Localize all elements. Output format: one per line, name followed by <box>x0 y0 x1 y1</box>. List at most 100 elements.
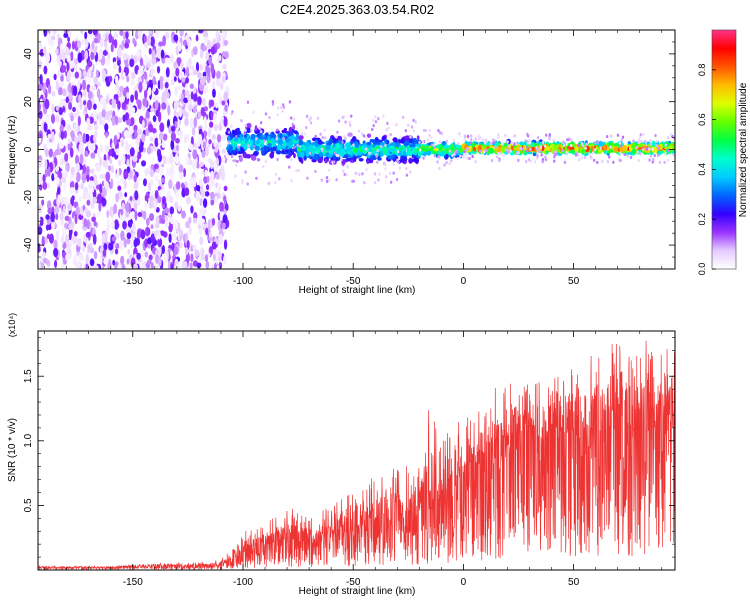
spectrogram-cell <box>47 84 52 95</box>
spectrogram-cell <box>39 73 43 85</box>
spectrogram-cell <box>282 136 285 141</box>
spectrogram-cell <box>87 243 91 253</box>
spectrogram-cell <box>56 177 60 186</box>
spectrogram-cell <box>197 96 202 106</box>
spectrogram-cell <box>192 244 197 252</box>
spectrogram-cell <box>664 151 667 156</box>
spectrogram-cell <box>349 159 355 163</box>
spectrogram-cell <box>374 136 379 142</box>
spectrogram-cell <box>111 115 116 127</box>
spectrogram-cell <box>124 112 130 121</box>
spectrogram-cell <box>227 130 231 134</box>
spectrogram-cell <box>99 144 103 153</box>
spectrogram-cell <box>305 125 308 130</box>
spectrogram-cell <box>609 145 612 149</box>
spectrogram-cell <box>144 251 149 258</box>
spectrogram-cell <box>197 256 202 263</box>
spectrogram-cell <box>124 192 128 198</box>
spectrogram-cell <box>110 210 114 219</box>
spectrogram-cell <box>335 153 339 157</box>
spectrogram-cell <box>183 168 186 178</box>
spectrogram-cell <box>161 230 166 237</box>
spectrogram-cell <box>205 51 210 61</box>
spectrogram-cell <box>308 151 312 155</box>
spectrogram-cell <box>531 146 535 151</box>
spectrogram-cell <box>221 75 226 84</box>
spectrogram-cell <box>335 178 338 182</box>
spectrogram-cell <box>362 134 366 138</box>
spectrogram-cell <box>321 135 324 140</box>
spectrogram-cell <box>539 145 543 149</box>
spectrogram-cell <box>401 115 405 119</box>
spectrogram-cell <box>65 208 69 217</box>
spectrogram-cell <box>70 115 74 122</box>
spectrogram-cell <box>466 146 469 151</box>
spectrogram-cell <box>344 120 347 124</box>
spectrogram-cell <box>252 110 255 114</box>
spectrogram-cell <box>195 184 201 192</box>
spectrogram-cell <box>409 170 412 174</box>
spectrogram-cell <box>168 179 173 189</box>
spectrogram-cell <box>385 175 388 179</box>
spectrogram-cell <box>246 127 251 134</box>
spectrogram-cell <box>497 151 500 156</box>
spectrogram-cell <box>93 124 99 131</box>
spectrogram-cell <box>71 40 75 50</box>
spectrogram-cell <box>496 155 499 159</box>
spectrogram-cell <box>168 221 173 233</box>
spectrogram-cell <box>651 140 656 147</box>
spectrogram-cell <box>89 176 94 182</box>
spectrogram-cell <box>87 91 93 100</box>
spectrogram-cell <box>340 157 343 162</box>
spectrogram-cell <box>64 215 70 222</box>
spectrogram-cell <box>161 102 167 110</box>
spectrogram-cell <box>494 145 497 150</box>
spectrogram-cell <box>103 101 107 108</box>
spectrogram-cell <box>580 148 585 154</box>
spectrogram-cell <box>83 100 87 106</box>
spectrogram-cell <box>94 45 98 51</box>
spectrogram-cell <box>109 158 113 164</box>
spectrogram-cell <box>468 156 471 161</box>
spectrogram-cell <box>192 149 198 160</box>
spectrogram-cell <box>100 97 104 106</box>
spectrogram-cell <box>394 143 400 149</box>
spectrogram-cell <box>82 192 87 200</box>
spectrogram-cell <box>290 179 293 183</box>
spectrogram-cell <box>535 156 539 160</box>
spectrogram-cell <box>157 231 161 240</box>
spectrogram-cell <box>89 168 95 175</box>
spectrogram-cell <box>526 134 530 138</box>
spectrogram-cell <box>577 143 580 147</box>
spectrogram-cell <box>41 199 45 206</box>
spectrogram-cell <box>210 264 214 269</box>
spectrogram-cell <box>555 152 558 156</box>
spectrogram-cell <box>63 33 69 39</box>
spectrogram-cell <box>68 102 73 111</box>
spectrogram-cell <box>51 173 55 182</box>
spectrogram-cell <box>108 75 113 83</box>
spectrogram-cell <box>125 97 129 106</box>
spectrogram-cell <box>599 146 602 150</box>
spectrogram-cell <box>309 156 313 160</box>
spectrogram-cell <box>66 54 71 63</box>
spectrogram-cell <box>448 149 452 153</box>
spectrogram-cell <box>276 113 279 117</box>
spectrogram-cell <box>175 67 180 77</box>
spectrogram-cell <box>150 107 155 113</box>
spectrogram-cell <box>565 151 568 155</box>
spectrogram-cell <box>96 88 101 99</box>
spectrogram-cell <box>418 150 423 155</box>
spectrogram-cell <box>54 259 58 269</box>
spectrogram-cell <box>146 259 152 265</box>
spectrogram-cell <box>416 135 420 141</box>
spectrogram-cell <box>221 30 226 38</box>
spectrogram-cell <box>148 123 154 133</box>
spectrogram-cell <box>663 160 666 164</box>
spectrogram-cell <box>636 150 639 154</box>
spectrogram-cell <box>608 155 611 159</box>
spectrogram-cell <box>68 230 72 241</box>
spectrogram-cell <box>210 62 215 74</box>
spectrogram-cell <box>157 237 163 248</box>
spectrogram-cell <box>188 158 193 166</box>
